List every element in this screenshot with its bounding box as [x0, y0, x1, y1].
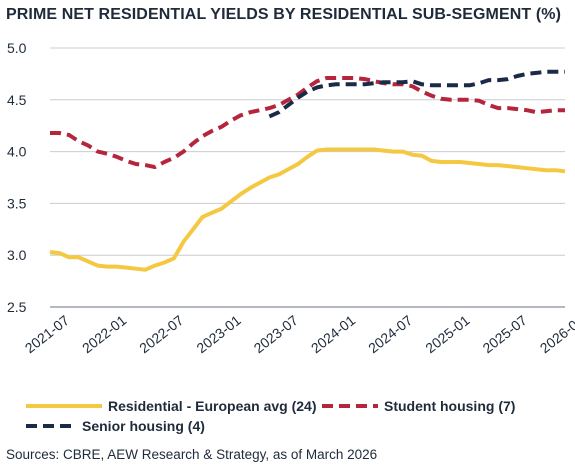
x-tick-label-2025-07: 2025-07: [480, 312, 531, 356]
legend-label-senior: Senior housing (4): [82, 418, 205, 434]
legend-swatch-senior: [26, 424, 76, 428]
legend-label-student: Student housing (7): [384, 398, 516, 414]
x-tick-label-2024-07: 2024-07: [365, 312, 416, 356]
legend-label-residential: Residential - European avg (24): [108, 398, 317, 414]
legend-item-senior: Senior housing (4): [26, 418, 205, 434]
y-tick-label-3.5: 3.5: [7, 195, 27, 211]
x-tick-label-2024-01: 2024-01: [308, 312, 359, 356]
x-tick-label-2021-07: 2021-07: [22, 312, 73, 356]
source-note: Sources: CBRE, AEW Research & Strategy, …: [6, 447, 378, 462]
legend-swatch-residential: [26, 404, 102, 408]
legend-item-residential: Residential - European avg (24): [26, 398, 317, 414]
legend-item-student: Student housing (7): [322, 398, 515, 414]
y-tick-label-3.0: 3.0: [7, 247, 27, 263]
y-tick-label-4.0: 4.0: [7, 144, 27, 160]
x-tick-label-2026-01: 2026-01: [537, 312, 575, 356]
x-tick-label-2022-07: 2022-07: [136, 312, 187, 356]
chart-title: PRIME NET RESIDENTIAL YIELDS BY RESIDENT…: [6, 6, 562, 23]
series-line-1: [50, 76, 565, 170]
x-tick-label-2023-07: 2023-07: [251, 312, 302, 356]
y-tick-label-2.5: 2.5: [7, 299, 27, 315]
x-tick-label-2023-01: 2023-01: [193, 312, 244, 356]
y-tick-label-5.0: 5.0: [7, 40, 27, 56]
series-line-2: [268, 69, 565, 119]
legend-swatch-student: [322, 404, 378, 408]
series-line-0: [49, 147, 566, 272]
x-tick-label-2025-01: 2025-01: [422, 312, 473, 356]
y-tick-label-4.5: 4.5: [7, 92, 27, 108]
x-tick-label-2022-01: 2022-01: [79, 312, 130, 356]
